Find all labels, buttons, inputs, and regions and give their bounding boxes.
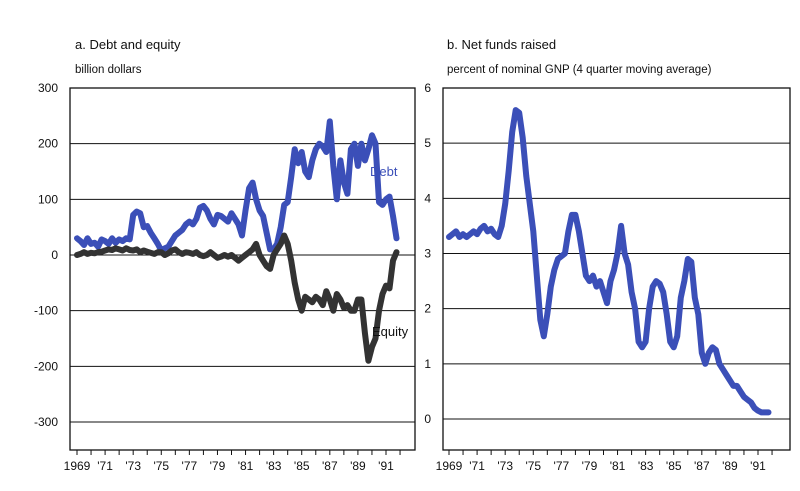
panel-b-y-tick-label: 5 [424,136,431,150]
panel-a-y-tick-label: 200 [38,137,58,151]
panel-b-x-tick-label: '73 [497,459,513,473]
panel-a-y-tick-label: -200 [34,359,58,373]
panel-a-x-tick-label: '87 [322,459,338,473]
panel-b-y-ticks: 6 5 4 3 2 1 0 [424,81,431,426]
panel-b-x-tick-label: '91 [750,459,766,473]
panel-a-x-tick-label: '71 [97,459,113,473]
panel-b-y-tick-label: 3 [424,247,431,261]
panel-a-x-tick-label: '91 [378,459,394,473]
panel-a-gridlines [70,143,415,423]
panel-a-x-tick-label: '79 [210,459,226,473]
panel-a-y-tick-label: 100 [38,192,58,206]
panel-net-funds-raised: b. Net funds raised percent of nominal G… [424,37,791,473]
equity-label: Equity [372,324,409,339]
panel-b-y-tick-label: 1 [424,357,431,371]
panel-b-x-tick-label: 1969 [436,459,463,473]
panel-a-y-tick-label: 0 [51,248,58,262]
panel-b-x-tick-label: '89 [722,459,738,473]
panel-b-ylabel: percent of nominal GNP (4 quarter moving… [447,64,712,76]
panel-a-x-tick-label: '73 [125,459,141,473]
panel-a-y-tick-label: -300 [34,415,58,429]
panel-b-x-tick-label: '77 [554,459,570,473]
panel-a-x-tick-label: 1969 [64,459,91,473]
panel-a-x-tick-label: '89 [350,459,366,473]
panel-b-title: b. Net funds raised [447,37,556,52]
panel-b-y-tick-label: 4 [424,191,431,205]
panel-b-x-tick-label: '71 [469,459,485,473]
panel-b-y-tick-label: 0 [424,412,431,426]
panel-a-y-ticks: 300 200 100 0 -100 -200 -300 [34,81,58,429]
panel-a-equity-line [74,232,400,364]
panel-b-x-tick-label: '85 [666,459,682,473]
panel-b-y-tick-label: 6 [424,81,431,95]
panel-b-series [446,107,772,416]
panel-a-y-tick-label: -100 [34,304,58,318]
panel-a-y-tick-label: 300 [38,81,58,95]
debt-label: Debt [370,164,398,179]
panel-a-x-tick-label: '83 [266,459,282,473]
panel-a-debt-line [74,118,400,254]
panel-a-x-tick-label: '75 [153,459,169,473]
panel-b-y-tick-label: 2 [424,302,431,316]
panel-b-gridlines [443,142,790,420]
panel-b-net-funds-line [446,107,772,416]
panel-b-x-tick-label: '79 [582,459,598,473]
panel-a-series [74,118,400,364]
panel-b-x-ticks: 1969 '71 '73 '75 '77 '79 '81 '83 '85 '87 '89 '91 [436,450,773,473]
panel-a-ylabel: billion dollars [75,64,142,76]
panel-b-x-tick-label: '81 [610,459,626,473]
panel-b-x-tick-label: '87 [694,459,710,473]
panel-a-frame [69,87,416,451]
panel-b-x-tick-label: '83 [638,459,654,473]
panel-a-x-tick-label: '85 [294,459,310,473]
panel-a-x-tick-label: '77 [182,459,198,473]
panel-b-frame [442,87,791,451]
panel-b-x-tick-label: '75 [525,459,541,473]
panel-a-x-tick-label: '81 [238,459,254,473]
panel-a-title: a. Debt and equity [75,37,181,52]
panel-a-x-ticks: 1969 '71 '73 '75 '77 '79 '81 '83 '85 '87 '89 '91 [64,450,401,473]
panel-debt-and-equity: a. Debt and equity billion dollars 300 20… [34,37,416,473]
